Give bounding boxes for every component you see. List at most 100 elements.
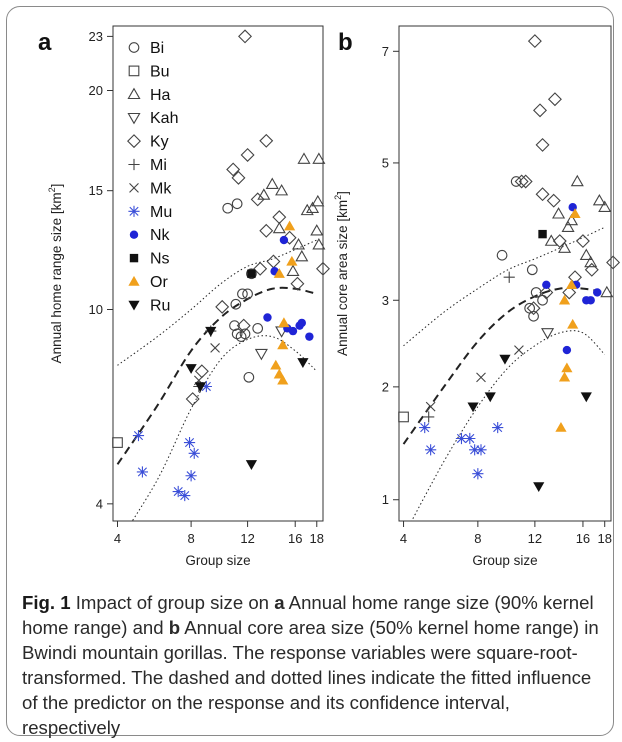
x-tick-label: 8 <box>187 531 194 546</box>
caption-label: Fig. 1 <box>22 592 71 613</box>
y-axis-label-end: ] <box>49 184 64 188</box>
y-axis-label-main: Annual core area size [km <box>335 200 350 356</box>
point-mu <box>464 432 476 445</box>
point-mu <box>469 444 481 456</box>
point-ru <box>533 482 545 493</box>
y-axis-label-end: ] <box>335 191 350 195</box>
legend-marker-ru <box>128 300 140 311</box>
point-ha <box>295 249 309 262</box>
caption-text-2: Annual home range size (90% kernel home … <box>22 592 594 638</box>
legend-marker-bi <box>128 42 140 53</box>
x-axis-label: Group size <box>185 553 250 568</box>
point-or <box>558 294 571 305</box>
caption-text-1: Impact of group size on <box>75 592 275 613</box>
point-ha <box>312 238 326 250</box>
point-ru <box>205 326 217 337</box>
point-bi <box>237 288 248 300</box>
point-ha <box>570 174 584 187</box>
point-ky <box>259 133 274 148</box>
point-ky <box>535 137 550 152</box>
legend-label-mi: Mi <box>150 157 167 174</box>
plot-area <box>398 25 612 522</box>
point-ky <box>552 234 567 249</box>
point-or <box>558 371 571 382</box>
point-mu <box>179 489 191 502</box>
point-mu <box>200 380 212 393</box>
ci-upper-line <box>403 226 605 347</box>
y-tick-label: 1 <box>382 492 389 507</box>
point-ha <box>557 241 572 253</box>
ci-lower-line <box>411 330 606 521</box>
point-ha <box>310 224 324 236</box>
point-ha <box>300 203 314 216</box>
legend-marker-mi <box>128 158 140 171</box>
point-ky <box>250 192 265 207</box>
point-bi <box>252 323 264 334</box>
point-nk <box>562 345 572 355</box>
point-or <box>555 421 567 432</box>
fit-line <box>116 286 318 465</box>
curves <box>116 239 318 521</box>
point-bi <box>222 202 234 214</box>
point-ha <box>297 152 311 164</box>
caption-bold-b: b <box>168 617 181 638</box>
x-tick-label: 12 <box>240 531 254 546</box>
legend-marker-kah <box>127 112 141 125</box>
legend-marker-ha <box>127 87 141 100</box>
point-ha <box>552 207 566 219</box>
point-ky <box>185 392 200 407</box>
x-tick-label: 12 <box>528 531 542 546</box>
point-mk <box>210 343 220 353</box>
panel-a: a 4 8 12 16 18 Group size 4 10 15 20 23 Annual home … <box>38 25 330 568</box>
point-ky <box>533 103 547 118</box>
point-bi <box>230 298 242 310</box>
x-tick-label: 18 <box>597 531 611 546</box>
point-mu <box>136 466 149 478</box>
point-nk <box>542 280 551 289</box>
legend-marker-bu <box>128 65 140 77</box>
point-ns <box>538 229 547 239</box>
figure-frame <box>6 6 614 736</box>
point-bi <box>231 198 243 210</box>
point-ha <box>311 194 325 207</box>
point-bi <box>239 328 251 340</box>
point-ky <box>253 261 268 276</box>
point-mu <box>132 429 145 442</box>
y-axis-label: Annual core area size [km2] <box>333 191 350 356</box>
point-ky <box>562 285 577 300</box>
legend-label-ns: Ns <box>150 251 170 268</box>
point-ru <box>185 364 197 374</box>
point-mu <box>188 447 200 459</box>
point-or <box>270 359 282 370</box>
legend: Bi Bu Ha Kah Ky Mi Mk Mu Nk Ns Or Ru <box>127 40 178 314</box>
point-ky <box>259 223 274 238</box>
point-mu <box>472 468 484 480</box>
legend-marker-ky <box>127 134 141 149</box>
point-or <box>278 317 290 328</box>
point-ha <box>312 152 326 164</box>
point-ha <box>600 285 614 298</box>
y-axis-label-main: Annual home range size [km <box>49 192 64 363</box>
point-or <box>565 279 578 289</box>
point-ky <box>316 261 330 276</box>
ci-lower-line <box>131 335 318 521</box>
point-ky <box>226 162 241 177</box>
point-bi <box>528 310 539 322</box>
y-tick-label: 4 <box>96 496 103 511</box>
point-ky <box>546 193 561 208</box>
point-or <box>273 268 285 278</box>
point-nk <box>297 318 307 328</box>
point-mu <box>475 444 487 456</box>
point-mu <box>455 432 468 445</box>
point-ha <box>598 200 612 212</box>
legend-marker-mu <box>128 205 140 217</box>
point-ha <box>592 193 606 206</box>
point-ha <box>291 238 306 250</box>
caption-bold-a: a <box>274 592 285 613</box>
legend-label-ru: Ru <box>150 297 170 314</box>
point-or <box>569 208 581 218</box>
point-mu <box>425 444 437 456</box>
point-bi <box>526 264 538 276</box>
